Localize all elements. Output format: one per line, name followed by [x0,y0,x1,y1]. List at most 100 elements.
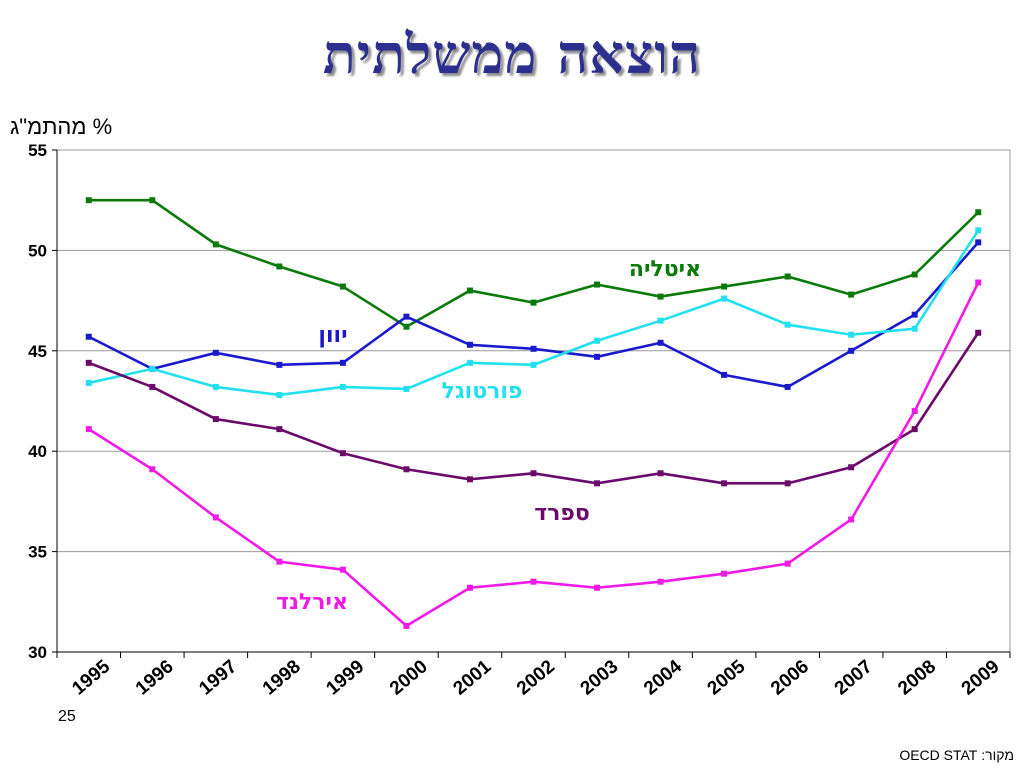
data-point [530,299,537,306]
page-number: 25 [58,708,76,725]
data-point [466,341,473,348]
data-point [212,349,219,356]
x-tick-label: 2009 [958,656,1004,699]
x-tick-label: 2008 [894,656,940,699]
y-tick-label: 50 [28,241,47,260]
data-point [594,337,601,344]
data-point [276,263,283,270]
data-point [276,426,283,433]
data-point [403,323,410,330]
data-point [85,379,92,386]
data-point [276,361,283,368]
data-point [721,295,728,302]
data-point [85,426,92,433]
data-point [149,383,156,390]
data-point [848,331,855,338]
data-point [466,584,473,591]
data-point [975,209,982,216]
data-point [403,622,410,629]
data-point [85,333,92,340]
data-point [466,287,473,294]
series-line [88,198,980,329]
data-point [594,480,601,487]
y-tick-label: 40 [28,442,47,461]
source-note: מקור: OECD STAT [899,747,1014,763]
data-point [466,476,473,483]
data-point [149,197,156,204]
data-point [276,558,283,565]
data-point [848,291,855,298]
data-point [339,450,346,457]
data-point [721,570,728,577]
data-point [784,480,791,487]
data-point [403,466,410,473]
data-point [149,365,156,372]
data-point [594,353,601,360]
x-tick-label: 1998 [259,656,305,699]
series-label: איטליה [629,257,701,282]
data-point [975,329,982,336]
y-tick-label: 55 [28,141,47,160]
data-point [85,197,92,204]
data-point [403,385,410,392]
data-point [911,325,918,332]
data-point [85,359,92,366]
data-point [339,283,346,290]
data-point [530,470,537,477]
x-tick-label: 2007 [831,656,877,699]
data-point [403,313,410,320]
data-point [721,283,728,290]
data-point [657,578,664,585]
data-point [212,241,219,248]
slide-title: הוצאה ממשלתית [322,22,702,86]
data-point [212,514,219,521]
data-point [276,391,283,398]
x-tick-label: 1995 [68,656,114,700]
data-point [784,560,791,567]
x-tick-label: 2000 [386,656,432,699]
y-axis-unit-label: % מהתמ"ג [10,114,113,139]
data-point [594,281,601,288]
x-tick-label: 2001 [449,656,495,700]
data-point [721,480,728,487]
x-tick-label: 1999 [322,656,368,699]
series-label: פורטוגל [442,379,523,404]
y-tick-label: 45 [28,342,47,361]
series-label: ספרד [534,501,590,526]
data-point [848,516,855,523]
x-tick-label: 2006 [767,656,813,699]
x-tick-label: 2004 [640,656,686,700]
data-point [784,321,791,328]
data-point [911,408,918,415]
data-point [721,371,728,378]
data-point [975,279,982,286]
series-label: יוון [318,323,347,348]
y-tick-label: 35 [28,543,47,562]
data-point [339,359,346,366]
data-point [911,271,918,278]
x-tick-label: 2003 [577,656,623,699]
data-point [530,361,537,368]
y-tick-label: 30 [28,643,47,662]
data-point [848,347,855,354]
data-point [212,383,219,390]
data-point [339,383,346,390]
data-point [466,359,473,366]
x-tick-label: 1997 [195,656,241,699]
data-point [594,584,601,591]
data-point [911,311,918,318]
data-point [657,293,664,300]
data-point [975,227,982,234]
x-tick-label: 2005 [704,656,750,700]
data-point [212,416,219,423]
data-point [911,426,918,433]
data-point [530,578,537,585]
data-point [784,383,791,390]
data-point [975,239,982,246]
series-line [88,229,980,397]
data-point [339,566,346,573]
x-tick-label: 1996 [132,656,178,699]
series-label: אירלנד [276,590,348,615]
data-point [149,466,156,473]
